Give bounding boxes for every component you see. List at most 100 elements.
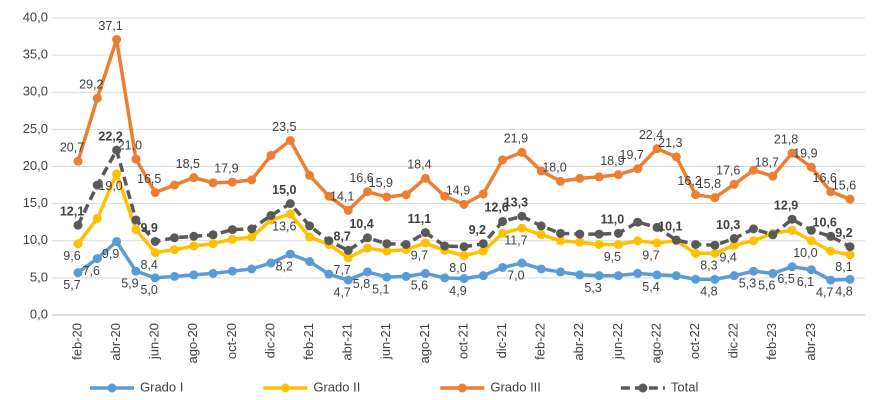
data-label: 13,3: [504, 196, 528, 210]
data-point: [266, 150, 276, 160]
data-point: [131, 225, 141, 235]
data-point: [613, 271, 623, 281]
data-point: [150, 248, 160, 258]
data-point: [787, 214, 797, 224]
data-point: [247, 224, 257, 234]
data-point: [131, 266, 141, 276]
data-point: [73, 268, 83, 278]
data-point: [729, 234, 739, 244]
data-point: [324, 191, 334, 201]
data-label: 8,0: [449, 261, 466, 275]
data-point: [170, 245, 179, 255]
data-label: 21,9: [504, 132, 528, 146]
data-point: [575, 173, 585, 183]
data-label: 4,9: [449, 284, 466, 298]
x-tick-label: jun-21: [378, 323, 393, 360]
data-label: 12,6: [484, 201, 508, 215]
data-point: [498, 216, 508, 226]
data-point: [285, 199, 295, 209]
data-label: 4,7: [816, 285, 833, 299]
data-point: [671, 271, 681, 281]
data-point: [170, 271, 179, 281]
data-label: 16,2: [677, 174, 701, 188]
data-point: [440, 191, 450, 201]
x-tick-label: feb-20: [69, 323, 84, 360]
data-point: [440, 273, 450, 283]
data-point: [227, 177, 237, 187]
y-tick-label: 35,0: [23, 47, 48, 62]
data-label: 18,9: [600, 154, 624, 168]
data-label: 21,3: [658, 136, 682, 150]
x-tick-label: oct-22: [687, 323, 702, 359]
data-label: 16,6: [349, 171, 373, 185]
data-point: [343, 275, 353, 285]
data-point: [498, 155, 508, 165]
data-point: [556, 228, 565, 238]
data-point: [691, 274, 701, 284]
data-point: [671, 235, 681, 245]
x-tick-label: feb-22: [533, 323, 548, 360]
data-point: [594, 271, 604, 281]
data-label: 19,0: [98, 179, 122, 193]
data-label: 18,5: [176, 157, 200, 171]
data-point: [575, 237, 585, 247]
legend-marker: [280, 383, 290, 393]
data-point: [710, 274, 720, 284]
data-point: [208, 239, 218, 249]
data-label: 4,7: [334, 285, 351, 299]
data-point: [420, 268, 430, 278]
data-point: [420, 228, 430, 238]
data-point: [189, 270, 199, 280]
data-point: [517, 258, 527, 268]
data-point: [536, 264, 546, 274]
data-point: [401, 239, 411, 249]
data-point: [536, 230, 546, 240]
data-point: [478, 189, 488, 199]
data-label: 37,1: [98, 19, 122, 33]
x-tick-label: dic-21: [494, 323, 509, 358]
data-point: [92, 93, 102, 103]
data-point: [150, 236, 160, 246]
data-point: [401, 271, 411, 281]
data-label: 9,2: [835, 226, 852, 240]
data-point: [189, 241, 199, 251]
x-tick-label: dic-20: [262, 323, 277, 358]
data-label: 5,1: [372, 282, 389, 296]
data-label: 9,6: [63, 249, 80, 263]
data-label: 14,1: [330, 190, 354, 204]
data-point: [787, 262, 797, 272]
data-label: 22,2: [98, 129, 122, 143]
data-label: 15,9: [369, 176, 393, 190]
data-label: 18,0: [542, 161, 566, 175]
data-point: [749, 224, 758, 234]
x-tick-label: jun-20: [147, 323, 162, 360]
data-label: 7,6: [83, 264, 100, 278]
data-point: [343, 205, 353, 215]
data-label: 18,7: [755, 155, 779, 169]
legend-label: Grado I: [140, 379, 183, 394]
y-tick-label: 40,0: [23, 9, 48, 24]
data-label: 10,0: [793, 246, 817, 260]
data-point: [227, 266, 237, 276]
data-point: [382, 239, 392, 249]
data-label: 9,9: [141, 221, 158, 235]
data-label: 13,6: [272, 219, 296, 233]
data-label: 22,4: [639, 128, 663, 142]
data-label: 8,7: [334, 230, 351, 244]
data-point: [633, 268, 643, 278]
data-label: 7,7: [334, 263, 351, 277]
data-label: 23,5: [272, 120, 296, 134]
data-label: 17,6: [716, 164, 740, 178]
data-point: [305, 221, 315, 231]
data-point: [517, 211, 527, 221]
data-point: [826, 275, 836, 285]
data-point: [420, 173, 430, 183]
data-label: 4,8: [700, 285, 717, 299]
data-point: [575, 270, 585, 280]
data-label: 8,3: [700, 259, 717, 273]
data-point: [208, 268, 218, 278]
data-label: 9,7: [642, 248, 659, 262]
data-point: [247, 175, 257, 185]
data-point: [112, 236, 122, 246]
data-point: [266, 258, 276, 268]
